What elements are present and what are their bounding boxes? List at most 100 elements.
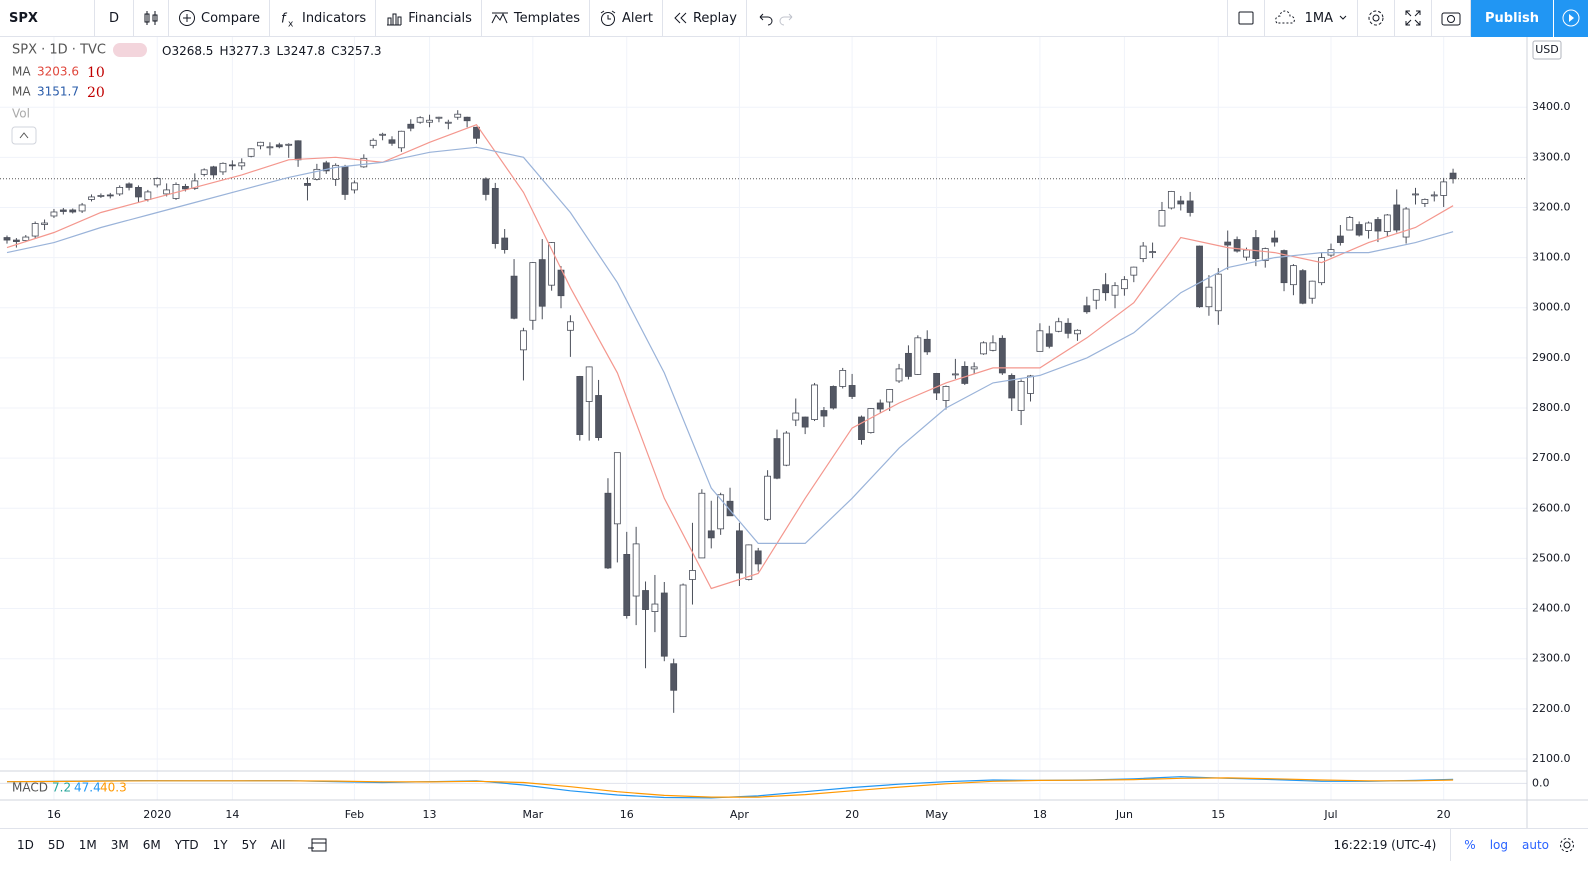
- candle-body: [510, 275, 518, 319]
- icon: [491, 12, 508, 24]
- x-tick-label: Jul: [1323, 808, 1337, 821]
- candle-body: [1224, 241, 1232, 246]
- candle-body: [1214, 273, 1222, 312]
- button-label: Financials: [408, 10, 472, 26]
- ohlc-prefix: C: [331, 44, 339, 58]
- candle-body: [1177, 200, 1185, 205]
- interval-button[interactable]: D: [95, 0, 134, 37]
- financials-button[interactable]: Financials: [376, 0, 482, 37]
- candle-body: [529, 262, 537, 321]
- y-tick-label: 3200.0: [1532, 200, 1571, 213]
- axes: 2100.0 2200.0 2300.0 2400.0 2500.0 2600.0 2700…: [47, 100, 1571, 821]
- candle-body: [1130, 266, 1138, 276]
- button-label: Alert: [622, 10, 653, 26]
- ohlc-prefix: H: [219, 44, 228, 58]
- icon: [1405, 10, 1421, 26]
- publish-button[interactable]: Publish: [1471, 0, 1553, 37]
- candle-body: [1261, 248, 1269, 262]
- candle-body: [1421, 199, 1429, 204]
- alert-button[interactable]: Alert: [590, 0, 663, 37]
- layout-button[interactable]: 1MA: [1265, 0, 1358, 37]
- y-tick-label: 2500.0: [1532, 551, 1571, 564]
- candle-body: [379, 133, 387, 136]
- chart-type-button[interactable]: [134, 0, 169, 37]
- candle-body: [1393, 204, 1401, 231]
- candle-body: [388, 139, 396, 144]
- candle-body: [257, 141, 264, 147]
- indicators-button[interactable]: f x Indicators: [270, 0, 377, 37]
- x-tick-label: 20: [845, 808, 859, 821]
- symbol-button[interactable]: SPX: [0, 0, 95, 37]
- y-tick-label: 3100.0: [1532, 251, 1571, 264]
- goto-date-icon[interactable]: [306, 836, 336, 854]
- ohlc-value: 3268.5: [171, 44, 213, 58]
- select-button[interactable]: [1226, 0, 1265, 37]
- ohlc-value: 3257.3: [340, 44, 382, 58]
- y-tick-label: 2900.0: [1532, 351, 1571, 364]
- ma-value: 3151.7: [37, 85, 79, 99]
- candle-body: [858, 416, 865, 440]
- scale-option[interactable]: %: [1464, 837, 1476, 852]
- range-button[interactable]: 3M: [110, 837, 129, 852]
- y-tick-label: 3300.0: [1532, 150, 1571, 163]
- ohlc-prefix: O: [162, 44, 171, 58]
- range-button[interactable]: 1M: [78, 837, 97, 852]
- icon: [1368, 10, 1384, 26]
- legend-toggle[interactable]: [113, 43, 147, 57]
- candle-body: [1149, 251, 1156, 253]
- candle-body: [78, 204, 86, 212]
- ma-label: MA: [12, 85, 31, 99]
- candle-body: [247, 148, 255, 157]
- compare-button[interactable]: Compare: [169, 0, 270, 37]
- range-button[interactable]: YTD: [174, 837, 199, 852]
- candle-body: [294, 140, 302, 161]
- x-tick-label: Apr: [730, 808, 750, 821]
- candle-body: [266, 146, 274, 149]
- candle-body: [125, 183, 133, 188]
- signal-line: [6, 777, 1454, 798]
- candle-body: [1102, 284, 1110, 294]
- candle-body: [848, 385, 856, 397]
- candle-body: [219, 162, 227, 173]
- candle-body: [679, 584, 687, 638]
- range-button[interactable]: 5D: [47, 837, 65, 852]
- button-label: Compare: [201, 10, 260, 26]
- macd-label: MACD: [12, 781, 48, 795]
- candle-body: [1355, 224, 1363, 236]
- candle-body: [238, 162, 246, 167]
- fullscreen-button[interactable]: [1395, 0, 1432, 37]
- candle-body: [707, 530, 715, 539]
- undo-button[interactable]: [747, 0, 805, 37]
- play-button[interactable]: [1553, 0, 1588, 37]
- candle-body: [1336, 235, 1344, 243]
- range-button[interactable]: 6M: [142, 837, 161, 852]
- candle-body: [3, 237, 11, 241]
- candle-body: [12, 239, 20, 242]
- candle-body: [426, 119, 433, 123]
- snapshot-button[interactable]: [1432, 0, 1471, 37]
- candle-body: [1318, 257, 1325, 284]
- candle-body: [369, 139, 377, 146]
- ma-label: MA: [12, 65, 31, 79]
- range-button[interactable]: All: [270, 837, 286, 852]
- settings-button[interactable]: [1358, 0, 1395, 37]
- ma-value: 3203.6: [37, 65, 79, 79]
- range-button[interactable]: 5Y: [241, 837, 257, 852]
- templates-button[interactable]: Templates: [482, 0, 591, 37]
- replay-button[interactable]: Replay: [663, 0, 747, 37]
- candle-body: [970, 366, 978, 370]
- range-button[interactable]: 1Y: [212, 837, 228, 852]
- settings-icon[interactable]: [1556, 836, 1578, 854]
- scale-option[interactable]: log: [1489, 837, 1508, 852]
- currency-box: [1532, 40, 1562, 60]
- collapse-button[interactable]: [11, 126, 37, 145]
- scale-option[interactable]: auto: [1521, 837, 1549, 852]
- candle-body: [642, 590, 649, 610]
- candle-body: [1055, 321, 1063, 332]
- range-button[interactable]: 1D: [17, 837, 34, 852]
- candle-body: [1008, 375, 1016, 399]
- candle-body: [1083, 305, 1091, 313]
- candle-body: [1064, 322, 1072, 334]
- candle-body: [482, 178, 490, 195]
